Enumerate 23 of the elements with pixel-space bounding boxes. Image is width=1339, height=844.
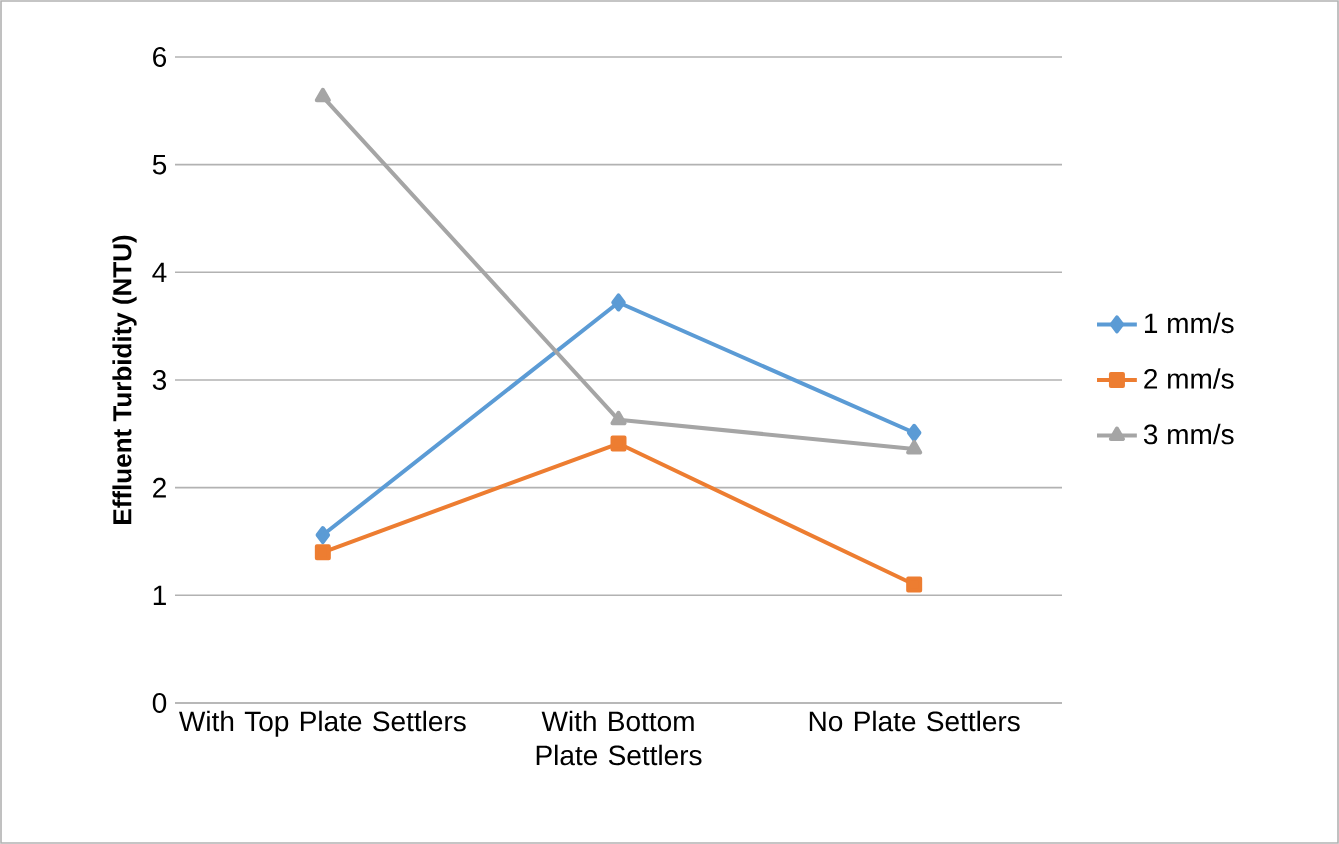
y-tick-label: 5 — [152, 154, 167, 175]
y-tick-label: 3 — [152, 370, 167, 390]
x-tick-label: With Top Plate Settlers — [179, 710, 466, 737]
legend-label: 2 mm/s — [1144, 368, 1234, 389]
point — [610, 410, 627, 426]
y-tick-label: 6 — [153, 47, 167, 67]
legend-label: 3 mm/s — [1143, 423, 1234, 445]
point — [610, 435, 627, 452]
x-tick-label: With Bottom Plate Settlers — [536, 710, 702, 766]
legend-label: 1 mm/s — [1144, 312, 1234, 334]
point — [906, 576, 923, 593]
y-tick-label: 4 — [152, 262, 167, 282]
y-tick-label: 0 — [152, 693, 167, 713]
point — [611, 293, 626, 312]
point — [315, 526, 331, 545]
point — [314, 87, 331, 103]
point — [906, 423, 922, 442]
point — [314, 544, 331, 561]
y-tick-label: 2 — [153, 477, 166, 498]
x-tick-label: No Plate Settlers — [809, 710, 1020, 732]
point — [906, 439, 923, 455]
y-tick-label: 1 — [153, 585, 166, 605]
y-axis-title: Effluent Turbidity (NTU) — [112, 235, 137, 524]
